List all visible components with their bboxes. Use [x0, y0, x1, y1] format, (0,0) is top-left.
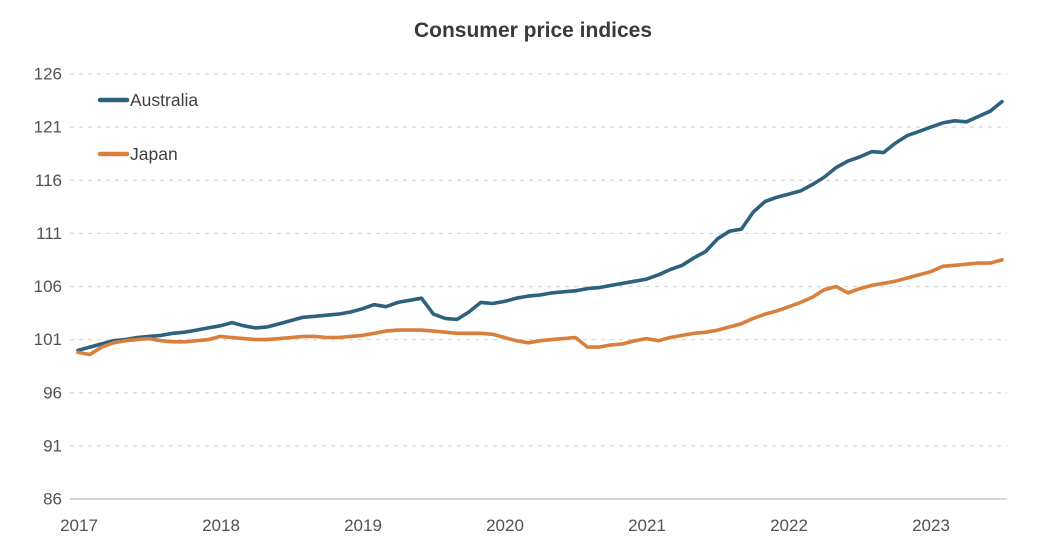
x-axis-tick-label: 2023 — [912, 516, 950, 535]
y-axis-labels: 86 91 96 101 106 111 116 121 126 — [34, 65, 62, 509]
y-axis-tick-label: 126 — [34, 65, 62, 84]
line-series-japan — [76, 258, 1004, 357]
x-axis-tick-label: 2017 — [60, 516, 98, 535]
legend: Australia Japan — [97, 90, 198, 164]
x-axis-tick-label: 2019 — [344, 516, 382, 535]
legend-label-japan: Japan — [130, 144, 178, 164]
y-axis-tick-label: 101 — [34, 330, 62, 349]
x-axis-labels: 2017 2018 2019 2020 2021 2022 2023 — [60, 516, 950, 535]
y-axis-tick-label: 96 — [43, 383, 62, 402]
line-series-australia — [76, 99, 1004, 353]
series-lines-group — [76, 99, 1004, 357]
y-axis-tick-label: 121 — [34, 118, 62, 137]
x-axis-tick-label: 2020 — [486, 516, 524, 535]
y-axis-tick-label: 116 — [35, 171, 62, 190]
y-axis-tick-label: 106 — [34, 277, 62, 296]
x-axis-tick-label: 2022 — [770, 516, 808, 535]
chart-title: Consumer price indices — [414, 19, 652, 42]
x-axis-tick-label: 2018 — [202, 516, 240, 535]
legend-label-australia: Australia — [130, 90, 198, 110]
x-axis-tick-label: 2021 — [628, 516, 666, 535]
y-axis-tick-label: 91 — [43, 436, 62, 455]
gridlines-group — [70, 73, 1007, 500]
y-axis-tick-label: 111 — [36, 224, 62, 243]
y-axis-tick-label: 86 — [43, 490, 62, 509]
